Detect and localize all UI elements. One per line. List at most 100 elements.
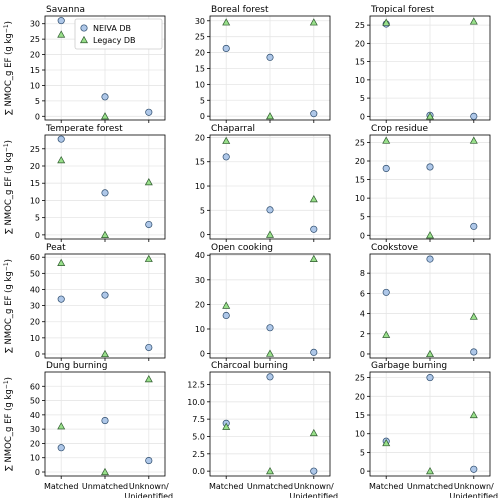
point-legacy (426, 349, 434, 358)
y-tick-label: 25 (195, 33, 205, 42)
y-tick-label: 12.5 (187, 380, 205, 389)
y-tick-label: 0 (200, 231, 205, 240)
y-tick-label: 25 (355, 21, 365, 30)
y-tick-label: 30 (195, 276, 205, 285)
y-tick-label: 20 (355, 392, 365, 401)
x-tick-label: Matched (369, 482, 403, 491)
panel-title: Crop residue (371, 124, 429, 134)
y-tick-label: 10 (355, 194, 365, 203)
x-tick-label: Matched (44, 482, 78, 491)
y-tick-label: 0 (35, 112, 40, 121)
y-tick-label: 5.0 (192, 432, 205, 441)
point-legacy (469, 312, 478, 320)
point-legacy (222, 301, 231, 309)
y-tick-label: 40 (30, 285, 40, 294)
y-tick-label: 4 (360, 310, 365, 319)
point-neiva (57, 17, 65, 25)
y-tick-label: 0 (360, 350, 365, 359)
y-tick-label: 7.5 (192, 415, 205, 424)
point-legacy (222, 422, 231, 430)
point-neiva (310, 348, 318, 356)
x-tick-label: Unknown/ (454, 482, 494, 491)
point-neiva (145, 343, 153, 352)
point-neiva (470, 465, 478, 473)
panel-open-cooking: Open cooking 0 10 20 30 40 (195, 243, 331, 361)
y-tick-label: 60 (30, 253, 40, 262)
point-neiva (145, 108, 153, 116)
panel-peat: Peat 0 10 20 30 40 50 60 (30, 243, 166, 361)
point-legacy (57, 422, 66, 430)
y-tick-label: 10 (355, 430, 365, 439)
y-tick-label: 10 (195, 182, 205, 191)
point-legacy (101, 467, 109, 476)
x-tick-label: Unmatched (247, 482, 293, 491)
panel-temperate-forest: Temperate forest 0 5 10 15 20 25 (30, 124, 166, 242)
point-neiva (310, 110, 318, 118)
panel-title: Cookstove (371, 243, 419, 253)
point-legacy (469, 17, 478, 25)
y-tick-label: 10 (30, 334, 40, 343)
point-neiva (57, 295, 65, 303)
y-tick-label: 0 (200, 350, 205, 359)
y-tick-label: 15 (30, 66, 40, 75)
y-tick-label: 30 (30, 302, 40, 311)
point-legacy (469, 410, 478, 419)
panel-cookstove: Cookstove 0 2 4 6 8 (360, 243, 491, 361)
y-tick-label: 50 (30, 397, 40, 406)
y-tick-label: 5 (360, 448, 365, 457)
y-tick-label: 10.0 (187, 398, 205, 407)
panel-title: Dung burning (46, 361, 108, 371)
point-legacy (426, 112, 434, 120)
point-neiva (222, 44, 230, 52)
y-tick-label: 25 (355, 138, 365, 147)
y-axis-label: ∑ NMOC_g EF (g kg−1) (3, 259, 15, 353)
point-neiva (470, 112, 478, 120)
y-tick-label: 20 (355, 157, 365, 166)
y-tick-label: 10 (30, 454, 40, 463)
point-legacy (266, 467, 274, 475)
y-tick-label: 40 (30, 411, 40, 420)
y-tick-label: 2 (360, 330, 365, 339)
point-neiva (145, 457, 153, 465)
y-tick-label: 15 (355, 176, 365, 185)
point-legacy (57, 30, 66, 38)
point-neiva (101, 189, 109, 197)
point-neiva (266, 206, 274, 214)
point-neiva (426, 374, 434, 382)
point-neiva (222, 153, 230, 161)
panel-title: Temperate forest (45, 124, 123, 134)
y-tick-label: 25 (30, 35, 40, 44)
point-legacy (266, 112, 274, 120)
x-tick-label: Unidentified (449, 492, 498, 498)
point-legacy (101, 112, 109, 120)
y-tick-label: 5 (360, 213, 365, 222)
y-tick-label: 20 (195, 300, 205, 309)
panel-crop-residue: Crop residue 0 5 10 15 20 25 (355, 124, 491, 242)
y-tick-label: 50 (30, 269, 40, 278)
y-tick-label: 10 (355, 76, 365, 85)
point-legacy (426, 231, 434, 239)
y-tick-label: 30 (195, 17, 205, 26)
y-axis-label: ∑ NMOC_g EF (g kg−1) (3, 21, 15, 115)
y-tick-label: 0.0 (192, 467, 205, 476)
point-legacy (144, 178, 153, 186)
point-neiva (266, 324, 274, 332)
y-tick-label: 5 (35, 97, 40, 106)
panel-garbage-burning: Garbage burning 0 5 10 15 20 25 Matched Unmatche… (355, 361, 498, 498)
panel-chaparral: Chaparral 0 5 10 15 20 (195, 124, 331, 242)
point-legacy (144, 375, 153, 383)
panel-title: Peat (46, 243, 66, 253)
x-tick-label: Matched (209, 482, 243, 491)
point-legacy (382, 136, 391, 144)
point-legacy (222, 136, 231, 144)
panel-charcoal-burning: Charcoal burning 0.0 2.5 5.0 7.5 10.0 12.5 Matc… (187, 361, 338, 498)
y-tick-label: 0 (35, 350, 40, 359)
panel-title: Tropical forest (370, 5, 435, 15)
point-legacy (57, 156, 66, 164)
x-tick-label: Unknown/ (294, 482, 334, 491)
point-legacy (57, 258, 66, 266)
y-tick-label: 8 (360, 269, 365, 278)
y-tick-label: 25 (355, 374, 365, 383)
legend-legacy-marker (80, 35, 88, 44)
